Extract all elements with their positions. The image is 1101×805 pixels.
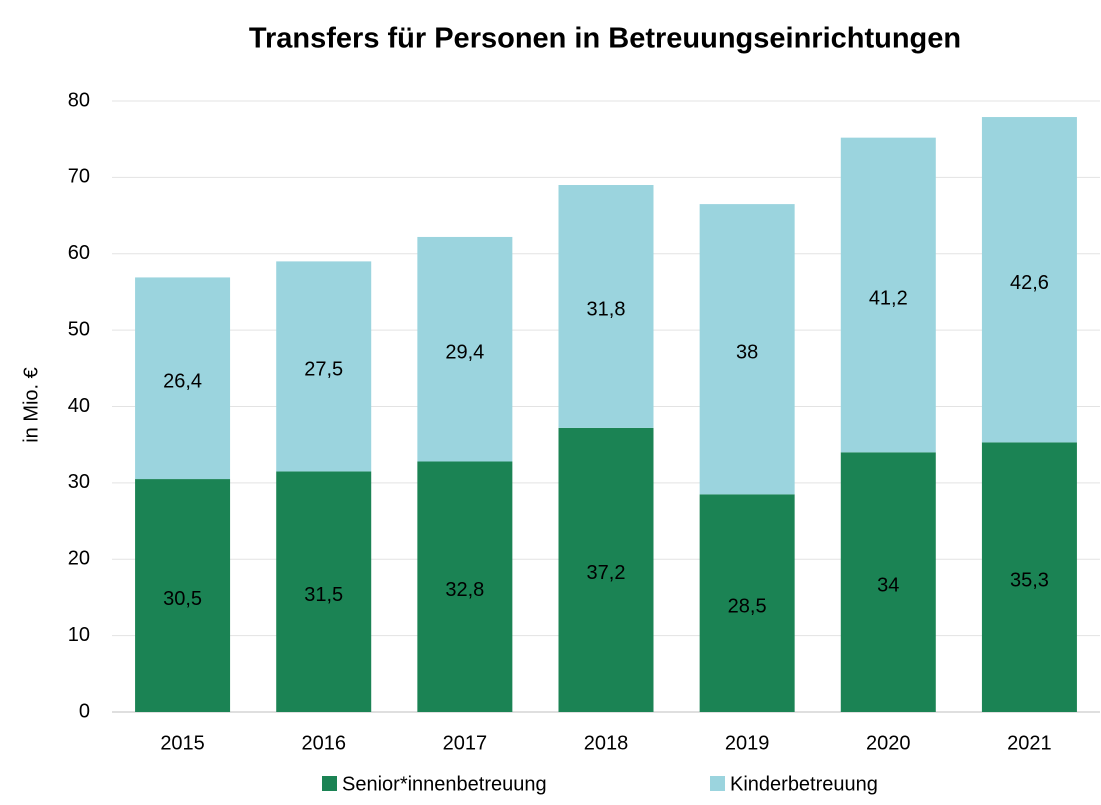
x-tick-label: 2020: [866, 732, 911, 754]
data-label: 29,4: [445, 342, 484, 364]
data-label: 27,5: [304, 359, 343, 381]
legend-swatch: [710, 776, 725, 791]
y-axis-label: in Mio. €: [20, 367, 42, 443]
y-tick-label: 10: [68, 624, 90, 646]
bar-segment: [135, 277, 231, 480]
x-tick-label: 2015: [160, 732, 205, 754]
bar-segment: [135, 479, 231, 712]
y-tick-label: 60: [68, 242, 90, 264]
legend-swatch: [322, 776, 337, 791]
x-tick-label: 2018: [584, 732, 629, 754]
y-tick-label: 40: [68, 395, 90, 417]
data-label: 41,2: [869, 287, 908, 309]
data-label: 28,5: [728, 595, 767, 617]
bar-segment: [558, 427, 654, 712]
data-label: 37,2: [587, 562, 626, 584]
data-label: 31,5: [304, 584, 343, 606]
data-label: 32,8: [445, 579, 484, 601]
bar-segment: [699, 494, 795, 712]
bar-segment: [417, 236, 513, 462]
bar-segment: [981, 117, 1077, 443]
bar-segment: [699, 204, 795, 495]
x-tick-label: 2017: [443, 732, 488, 754]
bar-segment: [417, 461, 513, 712]
y-tick-label: 80: [68, 89, 90, 111]
x-tick-label: 2021: [1007, 732, 1052, 754]
y-tick-label: 20: [68, 548, 90, 570]
data-label: 31,8: [587, 299, 626, 321]
data-label: 42,6: [1010, 272, 1049, 294]
chart-title: Transfers für Personen in Betreuungseinr…: [249, 23, 961, 55]
data-label: 26,4: [163, 371, 202, 393]
y-tick-label: 30: [68, 471, 90, 493]
bar-segment: [558, 185, 654, 428]
y-tick-label: 50: [68, 318, 90, 340]
legend-label: Senior*innenbetreuung: [342, 773, 547, 795]
data-label: 34: [877, 574, 899, 596]
x-tick-label: 2016: [301, 732, 346, 754]
x-tick-label: 2019: [725, 732, 770, 754]
data-label: 38: [736, 342, 758, 364]
legend-label: Kinderbetreuung: [730, 773, 878, 795]
bar-segment: [276, 471, 372, 712]
bar-segment: [840, 137, 936, 453]
data-label: 30,5: [163, 588, 202, 610]
y-tick-label: 0: [79, 700, 90, 722]
bar-segment: [981, 442, 1077, 712]
bar-segment: [840, 452, 936, 712]
data-label: 35,3: [1010, 569, 1049, 591]
y-tick-label: 70: [68, 166, 90, 188]
bar-segment: [276, 261, 372, 472]
